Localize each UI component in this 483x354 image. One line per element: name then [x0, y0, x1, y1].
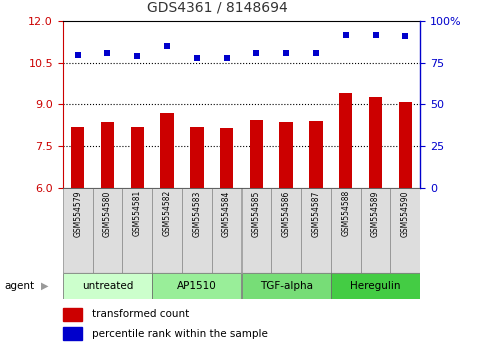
Text: GSM554580: GSM554580: [103, 190, 112, 236]
Bar: [122, 188, 152, 273]
Text: GSM554585: GSM554585: [252, 190, 261, 236]
Bar: [271, 188, 301, 273]
Bar: [369, 97, 382, 188]
Text: transformed count: transformed count: [92, 309, 189, 319]
Point: [401, 33, 409, 39]
Point: [253, 50, 260, 56]
Text: GSM554582: GSM554582: [163, 190, 171, 236]
Bar: [93, 188, 122, 273]
Point: [282, 50, 290, 56]
Text: Heregulin: Heregulin: [350, 281, 401, 291]
Text: AP1510: AP1510: [177, 281, 217, 291]
Bar: [63, 188, 93, 273]
Bar: [242, 273, 331, 299]
Bar: [152, 273, 242, 299]
Bar: [212, 188, 242, 273]
Bar: [220, 128, 233, 188]
Text: untreated: untreated: [82, 281, 133, 291]
Point: [163, 44, 171, 49]
Bar: [190, 127, 203, 188]
Text: TGF-alpha: TGF-alpha: [260, 281, 313, 291]
Text: GDS4361 / 8148694: GDS4361 / 8148694: [147, 0, 288, 14]
Text: GSM554581: GSM554581: [133, 190, 142, 236]
Bar: [309, 121, 323, 188]
Point: [74, 52, 82, 57]
Point: [342, 32, 350, 38]
Bar: [63, 327, 82, 340]
Text: agent: agent: [5, 281, 35, 291]
Bar: [390, 188, 420, 273]
Point: [104, 50, 112, 56]
Text: ▶: ▶: [41, 281, 49, 291]
Bar: [361, 188, 390, 273]
Text: GSM554584: GSM554584: [222, 190, 231, 236]
Bar: [301, 188, 331, 273]
Bar: [242, 188, 271, 273]
Bar: [182, 188, 212, 273]
Text: percentile rank within the sample: percentile rank within the sample: [92, 329, 268, 339]
Bar: [398, 102, 412, 188]
Bar: [331, 188, 361, 273]
Text: GSM554579: GSM554579: [73, 190, 82, 237]
Bar: [63, 273, 152, 299]
Bar: [339, 93, 353, 188]
Point: [312, 50, 320, 56]
Bar: [280, 122, 293, 188]
Text: GSM554589: GSM554589: [371, 190, 380, 236]
Text: GSM554587: GSM554587: [312, 190, 320, 236]
Bar: [250, 120, 263, 188]
Point: [372, 32, 380, 38]
Bar: [130, 127, 144, 188]
Bar: [152, 188, 182, 273]
Text: GSM554586: GSM554586: [282, 190, 291, 236]
Bar: [71, 127, 85, 188]
Text: GSM554590: GSM554590: [401, 190, 410, 237]
Text: GSM554583: GSM554583: [192, 190, 201, 236]
Point: [223, 55, 230, 61]
Bar: [101, 122, 114, 188]
Point: [193, 55, 201, 61]
Text: GSM554588: GSM554588: [341, 190, 350, 236]
Point: [133, 53, 141, 59]
Bar: [331, 273, 420, 299]
Bar: [160, 113, 174, 188]
Bar: [63, 308, 82, 321]
